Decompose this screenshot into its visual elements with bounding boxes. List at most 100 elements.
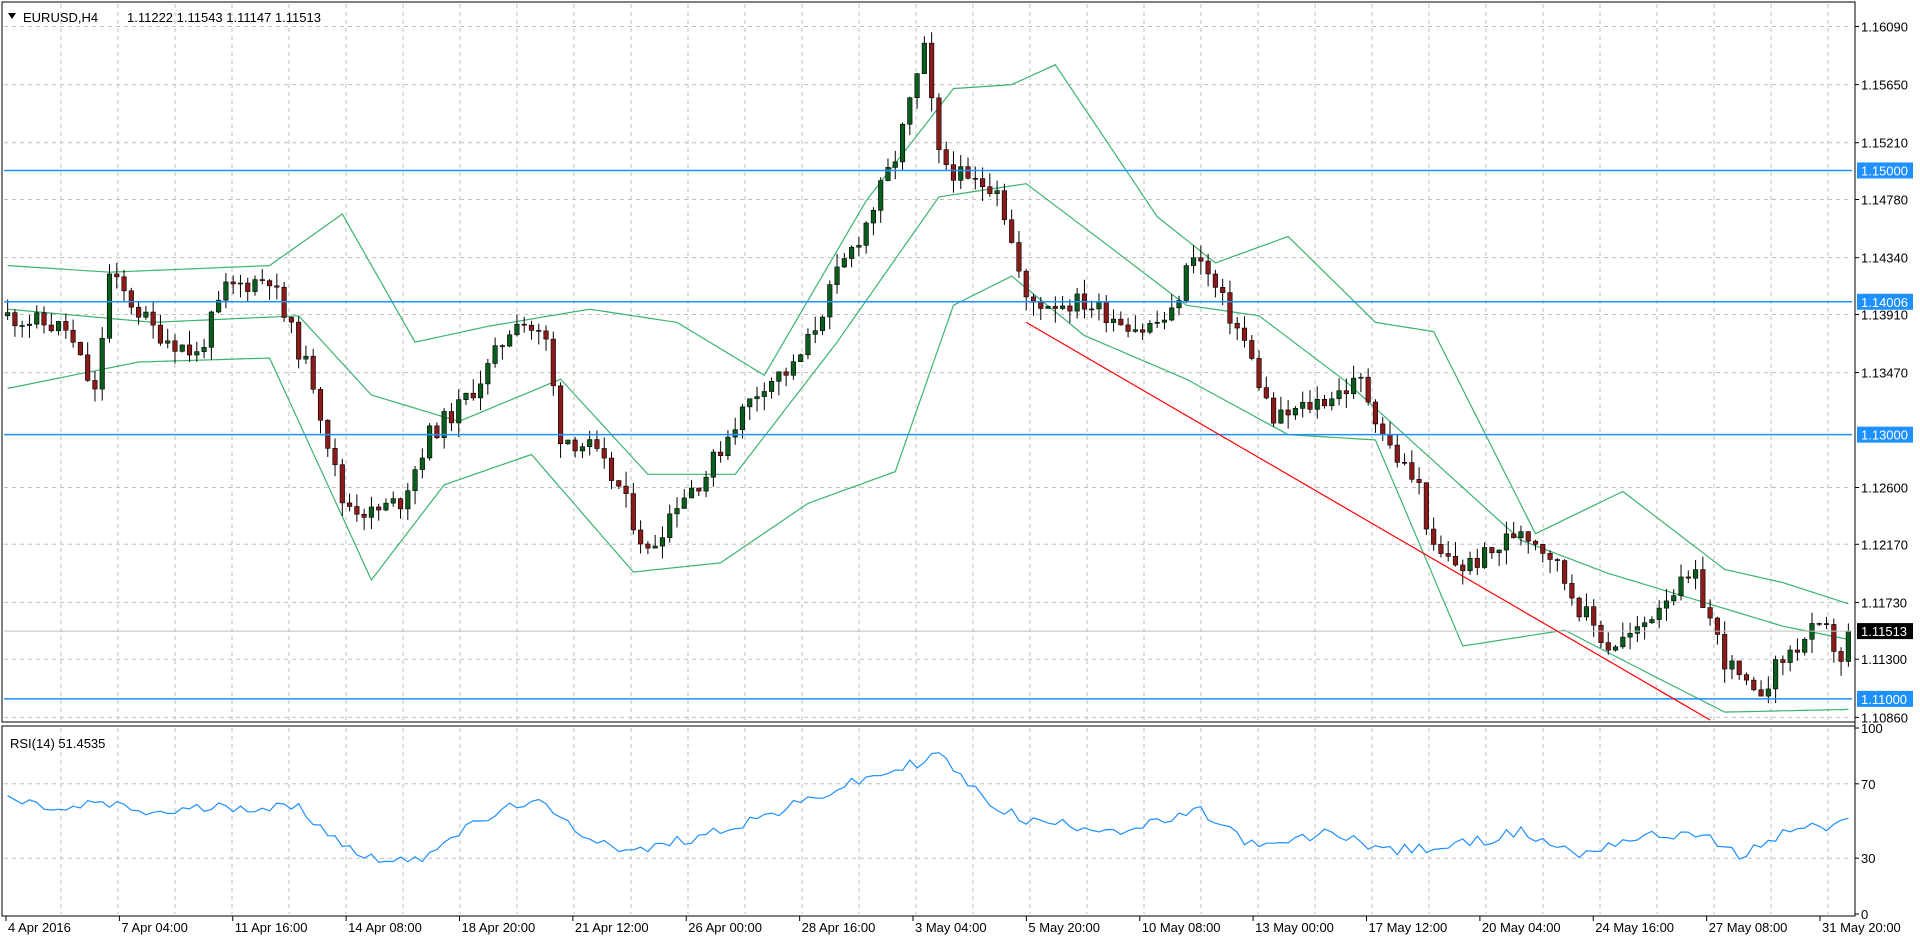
candle-body [1103, 301, 1109, 323]
candle [237, 274, 244, 298]
candle [1409, 450, 1415, 483]
candle-body [12, 312, 18, 327]
candle [659, 526, 665, 559]
candle-body [572, 439, 578, 452]
candle-body [1205, 260, 1211, 275]
candle [1110, 309, 1117, 332]
candle [892, 150, 898, 180]
candle [41, 306, 47, 334]
candle [48, 313, 54, 333]
candle [310, 348, 316, 394]
candle-body [63, 321, 69, 331]
candle [499, 344, 505, 360]
candle [1518, 525, 1524, 546]
candle [841, 252, 847, 269]
candle [790, 354, 796, 380]
time-tick-label: 7 Apr 04:00 [121, 920, 188, 935]
candle [921, 36, 927, 74]
candle-body [1736, 660, 1742, 675]
candle-body [1431, 528, 1437, 545]
rsi-line [7, 752, 1849, 863]
candle-body [427, 425, 433, 459]
candle-body [92, 380, 98, 390]
time-tick-label: 31 May 20:00 [1822, 920, 1901, 935]
candle-body [1467, 557, 1473, 572]
candle [812, 316, 818, 344]
symbol-dropdown-icon[interactable] [8, 13, 16, 19]
candle [456, 389, 462, 438]
candle-body [1685, 576, 1691, 579]
candle [1416, 467, 1422, 495]
candle-body [354, 506, 360, 515]
candle-body [1300, 402, 1306, 409]
candle-body [1161, 319, 1168, 323]
candle [1183, 263, 1189, 304]
candle [1423, 482, 1429, 536]
candle [878, 177, 884, 223]
price-tick-label: 1.14780 [1861, 193, 1908, 208]
candle-body [1343, 390, 1349, 395]
candle-body [339, 464, 345, 504]
time-axis[interactable]: 4 Apr 2016 7 Apr 04:00 11 Apr 16:00 14 Apr … [5, 916, 1901, 935]
candle [1205, 253, 1211, 287]
level-price-tag-label: 1.11000 [1861, 692, 1907, 707]
candle [1154, 310, 1160, 328]
candle [1285, 399, 1291, 429]
candle [1620, 622, 1626, 649]
candle [1351, 365, 1357, 399]
candle-body [1700, 569, 1706, 608]
candle-body [194, 351, 200, 356]
candle [1052, 296, 1058, 323]
candle-body [121, 276, 127, 292]
candle-body [201, 347, 207, 352]
candle [1773, 655, 1779, 704]
candle [870, 207, 876, 236]
candle-body [223, 281, 229, 301]
candle-body [237, 282, 244, 285]
candle [92, 371, 98, 402]
candle-body [390, 498, 396, 504]
candle [1140, 323, 1146, 340]
candle [259, 269, 265, 285]
level-price-tag [1857, 293, 1913, 310]
candle [1656, 600, 1662, 629]
rsi-grid [4, 728, 1852, 914]
price-tick-label: 1.11730 [1861, 595, 1907, 610]
candle [1823, 616, 1830, 629]
candle [1438, 535, 1444, 558]
candle [1467, 551, 1473, 575]
candle-body [1271, 397, 1277, 424]
horizontal-levels[interactable] [4, 169, 1852, 700]
candle-body [1060, 305, 1066, 309]
candle [245, 277, 251, 302]
candle [1503, 521, 1509, 565]
candle [434, 422, 440, 440]
candle-body [303, 355, 309, 360]
trendline[interactable] [1025, 321, 1711, 721]
candle-body [1787, 649, 1793, 663]
candle [558, 382, 564, 458]
symbol-label[interactable]: EURUSD,H4 [23, 10, 98, 25]
candle-body [1256, 358, 1262, 388]
candle-body [623, 485, 629, 494]
candle-body [1132, 329, 1138, 332]
candle-body [1562, 560, 1568, 584]
candle [1598, 620, 1604, 648]
candle [1743, 672, 1750, 686]
candle [652, 534, 658, 549]
candle [274, 273, 280, 300]
candle-body [1503, 533, 1509, 551]
candle-body [1292, 408, 1298, 416]
candle [579, 442, 585, 459]
candle-body [26, 323, 33, 326]
candle-body [252, 279, 258, 292]
candle [1445, 540, 1451, 562]
candle [1562, 559, 1568, 591]
candle [1365, 368, 1371, 406]
price-axis[interactable]: 1.16090 1.15650 1.15210 1.14780 1.14340 1.139… [1855, 19, 1908, 725]
candle [1729, 655, 1735, 680]
candle-body [1336, 390, 1342, 400]
candle [1707, 599, 1713, 626]
candle [1343, 378, 1349, 409]
trendline-group[interactable] [1025, 321, 1711, 721]
